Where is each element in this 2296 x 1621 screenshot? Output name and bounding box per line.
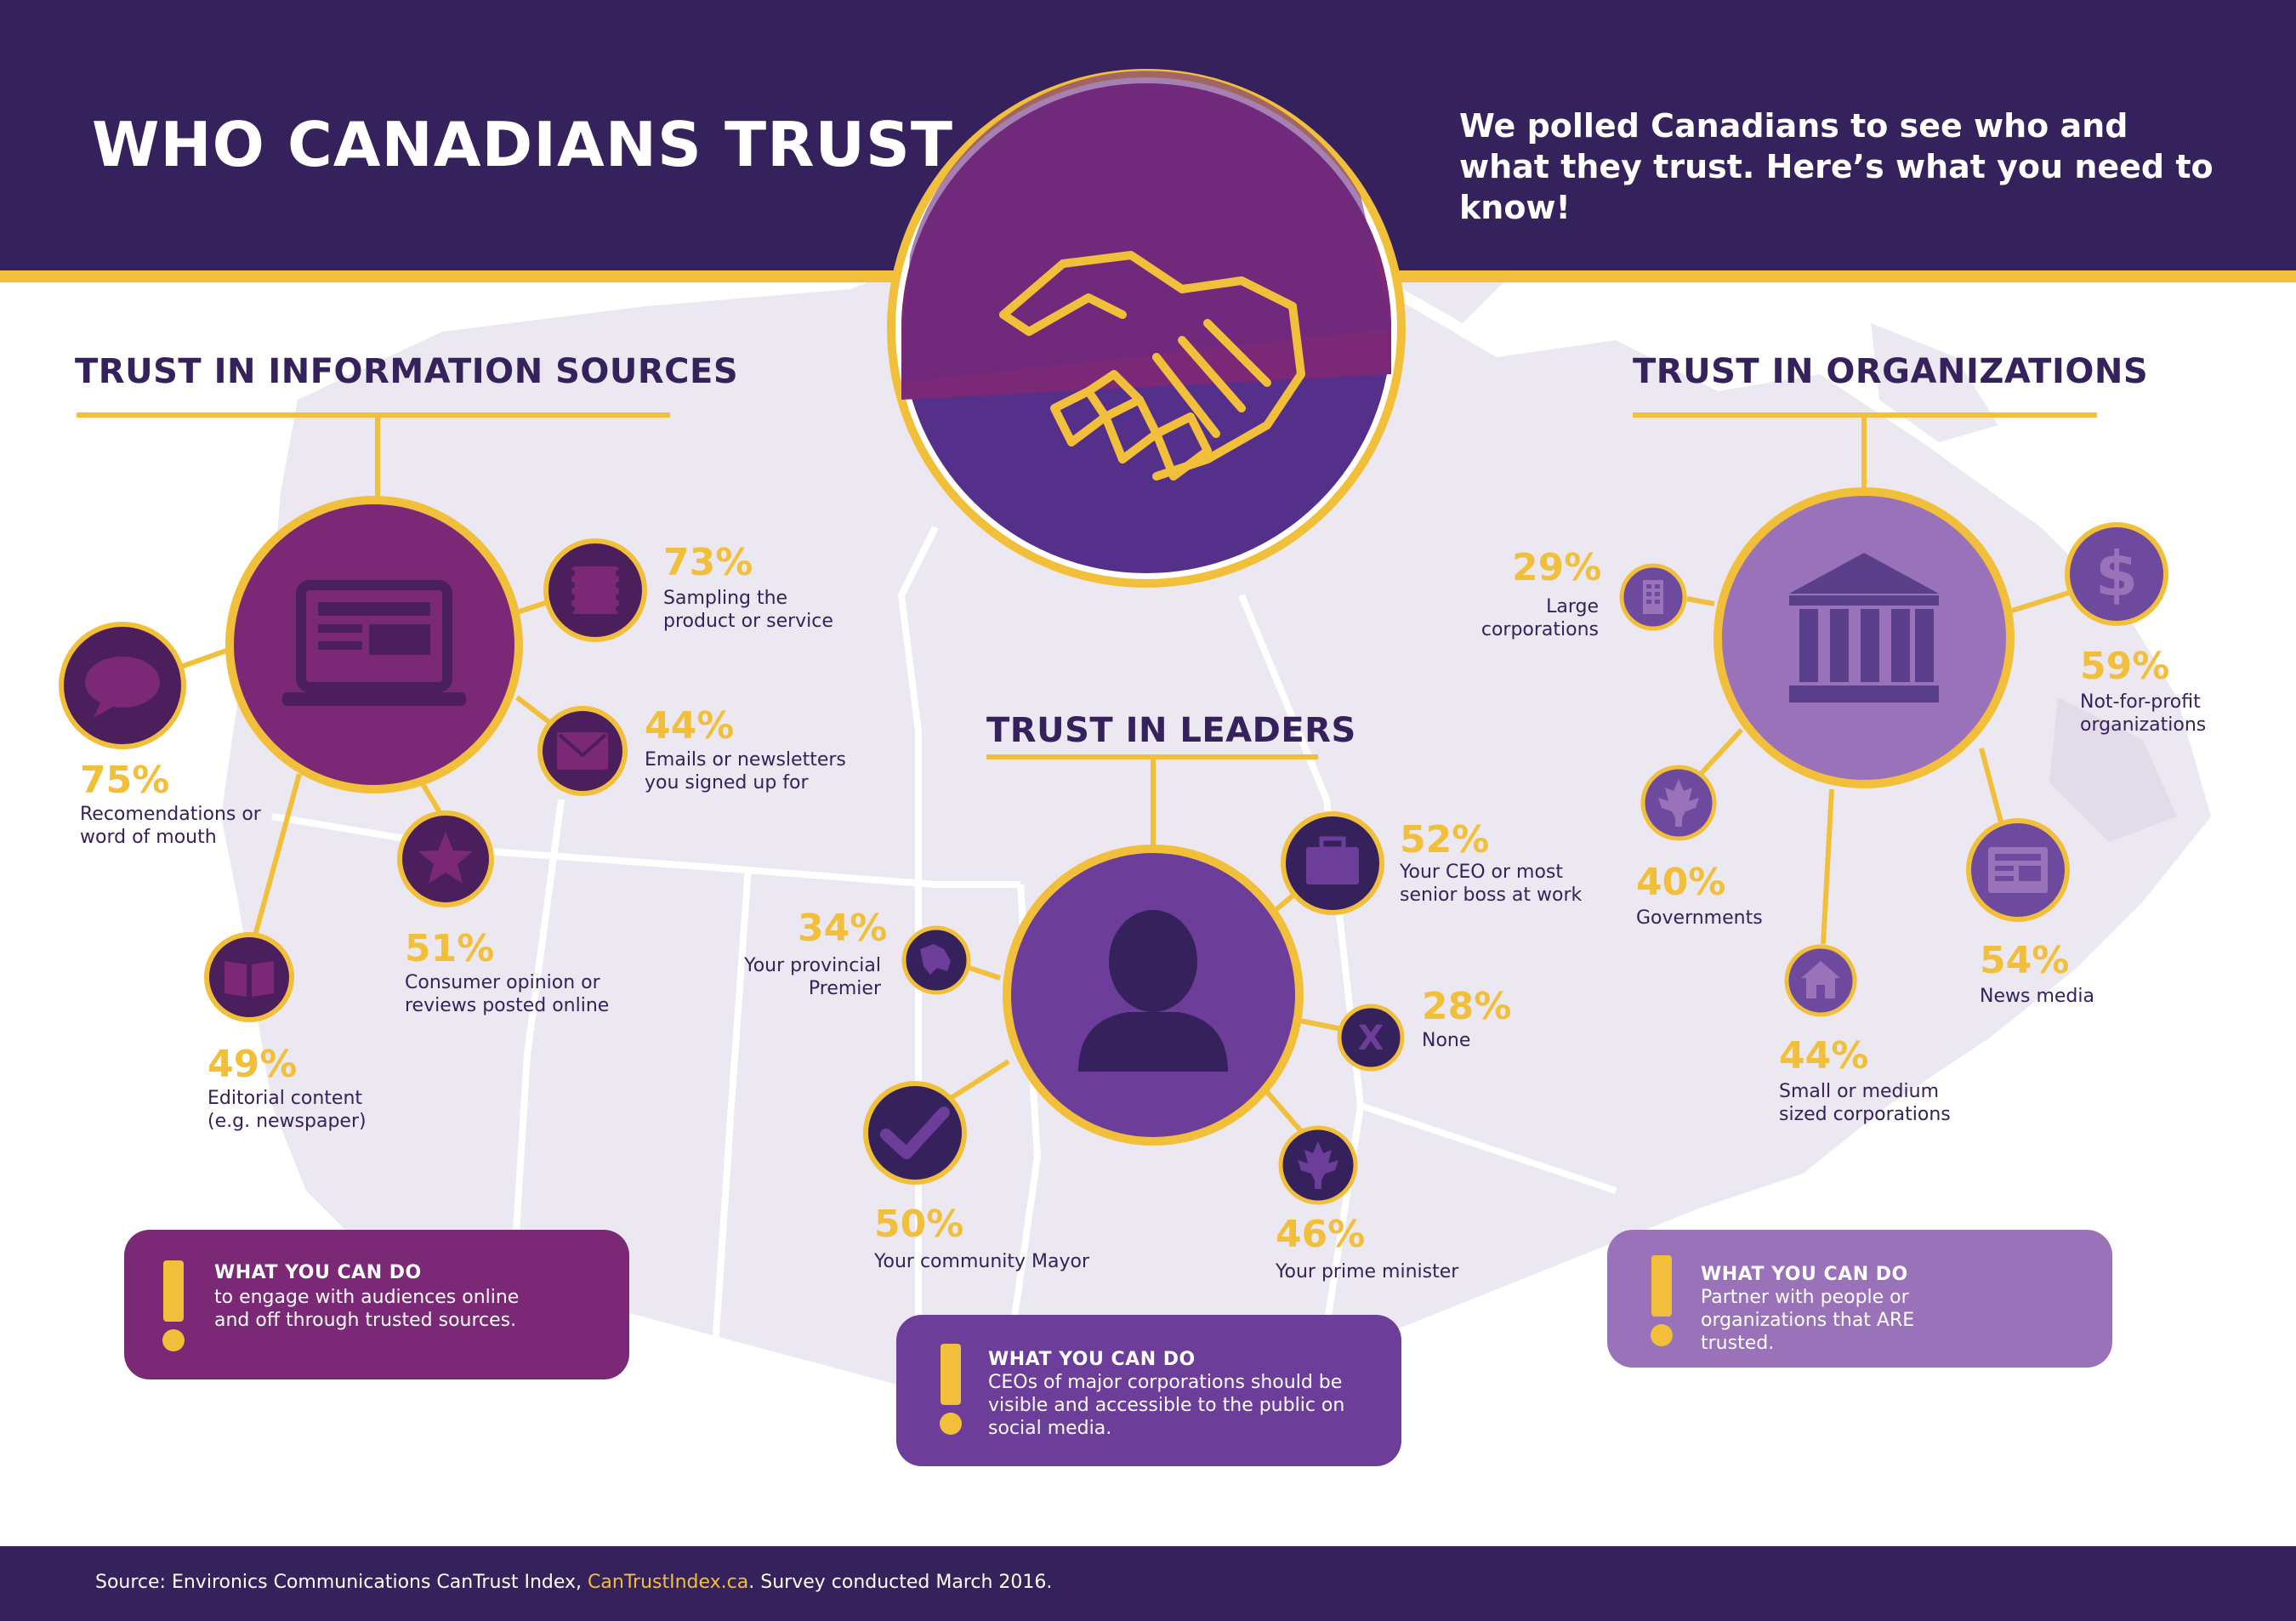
leaders-label-premier: Your provincial Premier	[744, 955, 881, 999]
sources-label-word-of-mouth: Recomendations or word of mouth	[80, 804, 261, 848]
bank-building-icon	[1789, 553, 1939, 702]
leaders-pct-premier: 34%	[798, 907, 888, 950]
checkmark-icon	[880, 1106, 950, 1159]
laptop-icon	[282, 580, 466, 706]
organizations-callout: WHAT YOU CAN DO Partner with people or o…	[1607, 1230, 2112, 1368]
footer-link[interactable]: CanTrustIndex.ca	[588, 1572, 749, 1593]
handshake-icon	[999, 251, 1305, 481]
dollar-icon: $	[2095, 538, 2138, 610]
leaders-callout-body: CEOs of major corporations should be vis…	[988, 1372, 1345, 1439]
sources-callout: WHAT YOU CAN DO to engage with audiences…	[124, 1230, 629, 1379]
footer-source: Source: Environics Communications CanTru…	[95, 1572, 1052, 1593]
organizations-label-news-media: News media	[1980, 986, 2094, 1007]
maple-leaf-icon	[1298, 1141, 1338, 1189]
organizations-pct-large-corporations: 29%	[1512, 546, 1602, 589]
footer-band	[0, 1546, 2296, 1621]
person-icon	[1078, 910, 1228, 1072]
exclamation-icon	[162, 1260, 185, 1351]
speech-bubble-icon	[85, 657, 160, 718]
leaders-section-title: TRUST IN LEADERS	[986, 711, 1356, 750]
organizations-pct-not-for-profit: 59%	[2080, 645, 2170, 688]
leaders-pct-mayor: 50%	[874, 1203, 964, 1246]
organizations-pct-governments: 40%	[1636, 861, 1726, 904]
leaders-item-none: X	[1337, 1004, 1405, 1072]
sources-callout-body: to engage with audiences online and off …	[214, 1287, 520, 1331]
organizations-pct-small-medium: 44%	[1779, 1034, 1869, 1078]
sources-hub	[225, 496, 523, 793]
stamp-icon	[571, 566, 619, 614]
sources-item-editorial	[204, 932, 294, 1022]
sources-pct-editorial: 49%	[207, 1043, 298, 1086]
organizations-section-title: TRUST IN ORGANIZATIONS	[1633, 352, 2149, 391]
star-icon	[418, 832, 473, 884]
sources-item-reviews	[397, 810, 494, 907]
organizations-label-large-corporations: Large corporations	[1480, 596, 1599, 640]
sources-item-sampling	[543, 538, 647, 642]
exclamation-icon	[940, 1344, 962, 1435]
sources-label-sampling: Sampling the product or service	[663, 588, 833, 632]
footer-suffix: . Survey conducted March 2016.	[748, 1572, 1053, 1593]
leaders-label-none: None	[1422, 1030, 1471, 1051]
x-icon: X	[1358, 1019, 1384, 1058]
organizations-item-governments	[1640, 765, 1717, 841]
province-map-icon	[920, 944, 951, 975]
briefcase-icon	[1306, 836, 1359, 884]
organizations-label-not-for-profit: Not-for-profit organizations	[2080, 691, 2207, 736]
sources-callout-heading: WHAT YOU CAN DO	[214, 1262, 422, 1283]
leaders-pct-ceo: 52%	[1400, 818, 1490, 862]
intro-text: We polled Canadians to see who and what …	[1459, 107, 2214, 226]
leaders-callout: WHAT YOU CAN DO CEOs of major corporatio…	[896, 1315, 1401, 1466]
organizations-label-governments: Governments	[1636, 907, 1763, 929]
organizations-item-news-media	[1966, 818, 2070, 922]
leaders-pct-prime-minister: 46%	[1276, 1213, 1366, 1256]
leaders-item-prime-minister	[1278, 1125, 1358, 1205]
leaders-label-mayor: Your community Mayor	[874, 1251, 1089, 1272]
organizations-hub	[1713, 487, 2015, 788]
leaders-pct-none: 28%	[1422, 985, 1512, 1028]
leaders-label-ceo: Your CEO or most senior boss at work	[1400, 862, 1583, 906]
organizations-label-small-medium: Small or medium sized corporations	[1779, 1081, 1951, 1125]
sources-item-emails	[537, 706, 628, 796]
organizations-item-not-for-profit: $	[2065, 522, 2168, 626]
leaders-item-ceo	[1281, 811, 1384, 915]
organizations-callout-body: Partner with people or organizations tha…	[1701, 1287, 1915, 1354]
organizations-item-small-medium	[1784, 944, 1857, 1017]
leaders-hub	[1003, 845, 1304, 1146]
leaders-callout-heading: WHAT YOU CAN DO	[988, 1349, 1196, 1370]
sources-label-editorial: Editorial content (e.g. newspaper)	[207, 1088, 367, 1132]
sources-section-title: TRUST IN INFORMATION SOURCES	[75, 352, 739, 391]
organizations-pct-news-media: 54%	[1980, 939, 2070, 982]
book-icon	[224, 961, 274, 997]
sources-pct-sampling: 73%	[663, 541, 753, 584]
maple-leaf-icon	[1658, 779, 1699, 827]
organizations-item-large-corporations	[1619, 563, 1687, 631]
sources-label-emails: Emails or newsletters you signed up for	[645, 749, 846, 793]
exclamation-icon	[1651, 1255, 1673, 1346]
sources-pct-reviews: 51%	[405, 927, 495, 970]
footer-prefix: Source: Environics Communications CanTru…	[95, 1572, 588, 1593]
sources-pct-word-of-mouth: 75%	[80, 759, 170, 802]
sources-pct-emails: 44%	[645, 704, 735, 748]
office-building-icon	[1643, 580, 1663, 614]
sources-item-word-of-mouth	[59, 622, 186, 749]
sources-label-reviews: Consumer opinion or reviews posted onlin…	[405, 972, 610, 1016]
leaders-label-prime-minister: Your prime minister	[1276, 1261, 1459, 1283]
leaders-item-mayor	[863, 1081, 967, 1185]
leaders-item-premier	[901, 925, 971, 995]
page-title: WHO CANADIANS TRUST	[92, 109, 953, 180]
envelope-icon	[557, 732, 608, 770]
organizations-callout-heading: WHAT YOU CAN DO	[1701, 1264, 1908, 1285]
